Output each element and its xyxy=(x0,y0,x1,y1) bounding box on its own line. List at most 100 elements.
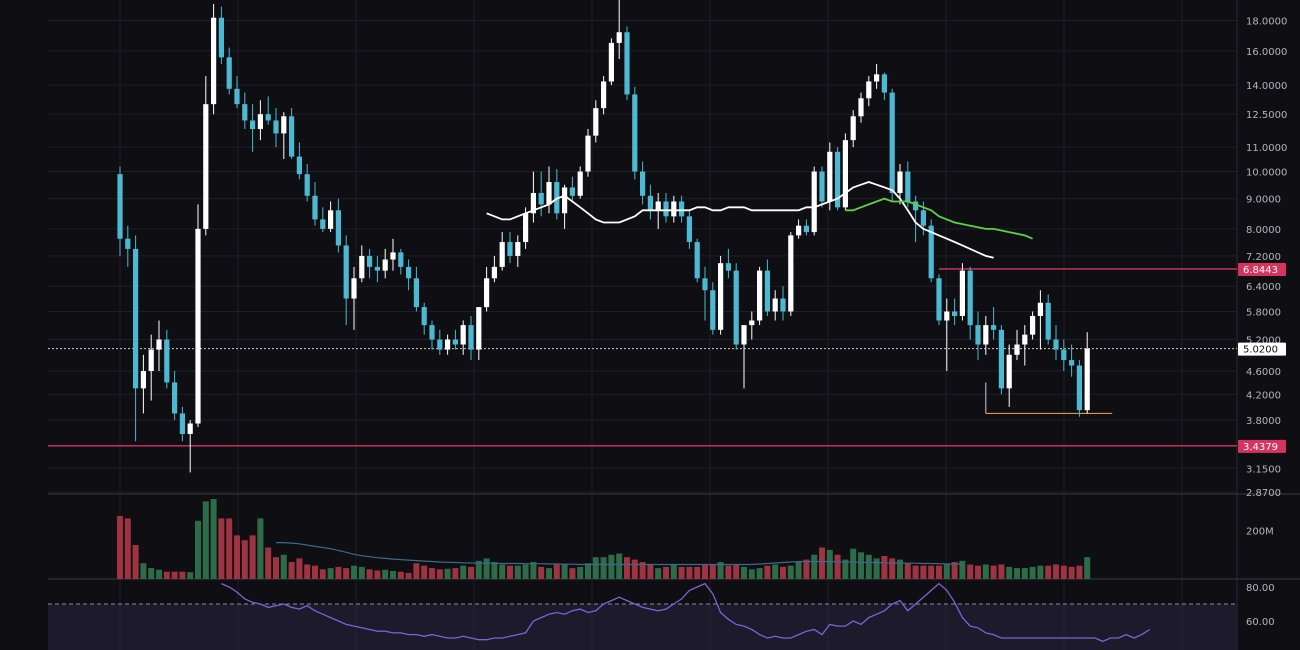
candle-body xyxy=(148,349,154,372)
volume-bar xyxy=(585,563,591,579)
candle-body xyxy=(874,74,880,82)
candle-body xyxy=(546,182,552,205)
volume-bar xyxy=(1037,565,1044,579)
volume-bar xyxy=(647,564,654,579)
volume-bar xyxy=(756,568,763,579)
candle-body xyxy=(702,278,708,291)
candle-body xyxy=(608,42,614,82)
volume-bar xyxy=(296,558,303,579)
candle-body xyxy=(343,245,349,299)
volume-bar xyxy=(943,564,950,579)
candle-body xyxy=(1053,339,1059,350)
candle-body xyxy=(164,339,170,383)
candle-body xyxy=(265,114,271,121)
volume-bar xyxy=(148,568,155,579)
candle-body xyxy=(1084,348,1090,411)
candle-body xyxy=(382,259,388,271)
volume-bar xyxy=(179,571,186,579)
candle-body xyxy=(203,104,209,229)
candle-body xyxy=(944,311,950,321)
volume-bar xyxy=(1006,566,1013,579)
candle-body xyxy=(242,104,248,121)
candle-body xyxy=(889,92,895,193)
price-axis-label: 14.0000 xyxy=(1246,81,1287,92)
volume-bar xyxy=(397,571,404,579)
candle-body xyxy=(640,171,646,196)
volume-bar xyxy=(670,564,677,579)
candle-body xyxy=(140,371,146,389)
candle-body xyxy=(733,270,739,345)
last-price-tag: 5.0200 xyxy=(1243,345,1278,356)
candle-body xyxy=(624,32,630,95)
candle-body xyxy=(234,88,240,105)
volume-bar xyxy=(343,568,350,579)
candle-body xyxy=(858,98,864,117)
candle-body xyxy=(725,263,731,271)
volume-bar xyxy=(951,562,958,579)
candle-body xyxy=(788,235,794,312)
candle-body xyxy=(796,225,802,236)
candle-body xyxy=(967,270,973,326)
candle-body xyxy=(374,266,380,271)
candle-body xyxy=(694,242,700,279)
volume-bar xyxy=(351,565,357,579)
volume-bar xyxy=(655,568,662,579)
volume-bar xyxy=(764,565,771,579)
volume-bar xyxy=(249,535,256,579)
rsi-axis-label: 60.00 xyxy=(1246,617,1275,628)
price-axis-label: 5.2000 xyxy=(1246,336,1281,347)
candle-body xyxy=(156,339,162,350)
volume-bar xyxy=(694,566,701,579)
volume-bar xyxy=(156,569,162,579)
candle-body xyxy=(507,242,513,256)
price-axis-label: 8.0000 xyxy=(1246,225,1281,236)
candle-body xyxy=(866,81,872,99)
volume-bar xyxy=(382,569,389,579)
candle-body xyxy=(304,174,310,196)
candle-body xyxy=(1022,334,1028,345)
candle-body xyxy=(998,329,1004,389)
volume-bar xyxy=(553,564,560,579)
volume-bar xyxy=(772,564,779,579)
candle-body xyxy=(827,151,833,202)
volume-bar xyxy=(858,552,864,579)
volume-bar xyxy=(546,568,552,579)
candle-body xyxy=(913,201,919,211)
price-axis-label: 12.5000 xyxy=(1246,110,1287,121)
volume-bar xyxy=(686,566,693,579)
candle-body xyxy=(476,307,482,350)
price-axis-label: 10.0000 xyxy=(1246,168,1287,179)
volume-bar xyxy=(140,563,147,579)
volume-bar xyxy=(538,566,545,579)
candle-body xyxy=(172,382,178,414)
volume-bar xyxy=(663,566,669,579)
candle-body xyxy=(569,187,575,196)
candle-body xyxy=(593,108,599,136)
candle-body xyxy=(741,325,747,345)
candle-body xyxy=(530,192,536,214)
volume-bar xyxy=(748,569,755,579)
volume-bar xyxy=(780,566,786,579)
candle-body xyxy=(671,201,677,217)
price-axis-label: 5.8000 xyxy=(1246,307,1281,318)
candle-body xyxy=(1069,360,1075,366)
price-axis-label: 2.8700 xyxy=(1246,488,1281,499)
volume-bar xyxy=(366,569,373,579)
candle-body xyxy=(749,320,755,326)
candle-body xyxy=(437,339,443,350)
candle-body xyxy=(523,213,529,243)
volume-bar xyxy=(163,571,170,579)
volume-bar xyxy=(787,565,794,579)
candle-body xyxy=(562,187,568,214)
volume-bar xyxy=(436,569,443,579)
candle-body xyxy=(655,201,661,211)
candle-body xyxy=(133,248,139,389)
volume-bar xyxy=(514,565,521,579)
price-axis: 18.0000 16.0000 14.0000 12.5000 11.0000 10.00… xyxy=(1246,17,1287,500)
volume-bar xyxy=(522,564,529,579)
volume-bar xyxy=(210,499,217,579)
volume-bar xyxy=(413,563,420,579)
last-price-tag-bg xyxy=(1238,342,1286,356)
